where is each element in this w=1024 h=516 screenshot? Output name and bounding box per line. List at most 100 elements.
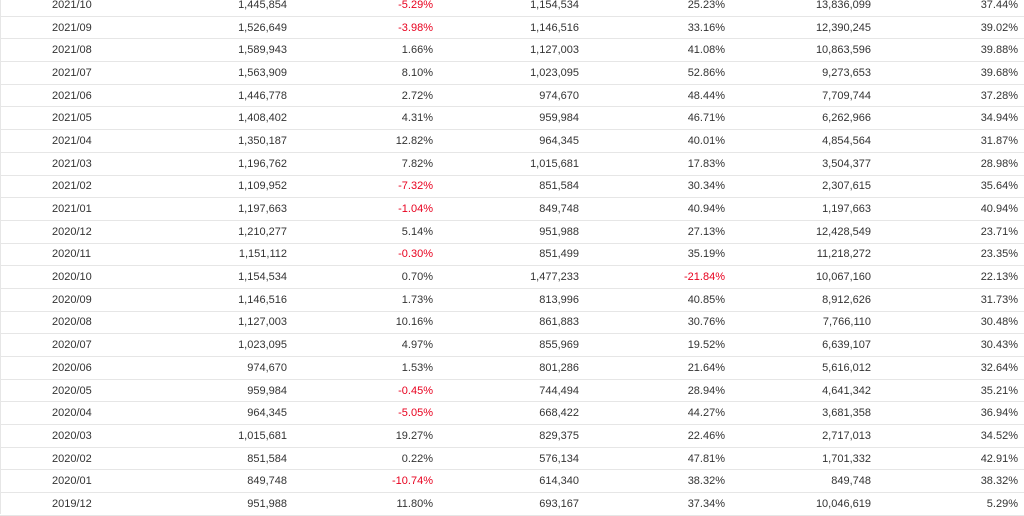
prev-year-revenue-cell: 959,984 [539, 112, 579, 125]
prev-year-revenue-cell: 964,345 [539, 134, 579, 147]
table-row: 2021/10 1,445,854 -5.29% 1,154,534 25.23% 13,… [0, 0, 1024, 17]
prev-year-revenue-cell: 1,127,003 [530, 44, 579, 57]
prev-year-revenue-cell: 849,748 [539, 203, 579, 216]
revenue-cell: 849,748 [247, 475, 287, 488]
prev-year-revenue-cell: 1,146,516 [530, 21, 579, 34]
mom-change-cell: 11.80% [396, 497, 434, 510]
yoy-change-cell: 27.13% [687, 225, 725, 238]
prev-year-revenue-cell: 1,154,534 [530, 0, 579, 11]
cumulative-yoy-cell: 39.88% [980, 44, 1018, 57]
revenue-cell: 1,210,277 [238, 225, 287, 238]
mom-change-cell: -3.98% [398, 21, 433, 34]
mom-change-cell: 1.66% [401, 44, 433, 57]
mom-change-cell: 5.14% [401, 225, 433, 238]
revenue-cell: 1,151,112 [238, 248, 287, 261]
mom-change-cell: 10.16% [395, 316, 433, 329]
cumulative-yoy-cell: 22.13% [980, 271, 1018, 284]
mom-change-cell: -7.32% [398, 180, 433, 193]
prev-year-revenue-cell: 1,015,681 [530, 157, 579, 170]
cumulative-yoy-cell: 34.52% [980, 429, 1018, 442]
table-left-border [0, 0, 1, 514]
month-cell: 2021/09 [52, 21, 92, 34]
revenue-cell: 1,350,187 [238, 134, 287, 147]
prev-year-revenue-cell: 855,969 [539, 339, 579, 352]
yoy-change-cell: 40.01% [687, 134, 725, 147]
mom-change-cell: -0.45% [398, 384, 433, 397]
revenue-cell: 974,670 [247, 361, 287, 374]
month-cell: 2020/07 [52, 339, 92, 352]
table-row: 2021/06 1,446,778 2.72% 974,670 48.44% 7,709,… [0, 85, 1024, 108]
cumulative-revenue-cell: 4,854,564 [822, 134, 871, 147]
month-cell: 2020/06 [52, 361, 92, 374]
yoy-change-cell: 28.94% [687, 384, 725, 397]
table-row: 2021/03 1,196,762 7.82% 1,015,681 17.83% 3,50… [0, 153, 1024, 176]
mom-change-cell: 7.82% [401, 157, 433, 170]
cumulative-revenue-cell: 12,428,549 [815, 225, 871, 238]
table-row: 2021/09 1,526,649 -3.98% 1,146,516 33.16% 12,… [0, 17, 1024, 40]
month-cell: 2021/04 [52, 134, 92, 147]
month-cell: 2020/08 [52, 316, 92, 329]
revenue-cell: 1,146,516 [238, 293, 287, 306]
revenue-cell: 1,589,943 [238, 44, 287, 57]
cumulative-yoy-cell: 28.98% [980, 157, 1018, 170]
yoy-change-cell: -21.84% [684, 271, 725, 284]
cumulative-yoy-cell: 35.21% [980, 384, 1018, 397]
prev-year-revenue-cell: 851,584 [539, 180, 579, 193]
table-row: 2020/12 1,210,277 5.14% 951,988 27.13% 12,428… [0, 221, 1024, 244]
table-row: 2021/01 1,197,663 -1.04% 849,748 40.94% 1,197… [0, 198, 1024, 221]
cumulative-revenue-cell: 7,709,744 [822, 89, 871, 102]
revenue-cell: 1,109,952 [238, 180, 287, 193]
cumulative-revenue-cell: 10,067,160 [815, 271, 871, 284]
cumulative-revenue-cell: 1,701,332 [822, 452, 871, 465]
cumulative-yoy-cell: 39.02% [980, 21, 1018, 34]
cumulative-revenue-cell: 10,863,596 [815, 44, 871, 57]
cumulative-revenue-cell: 11,218,272 [816, 248, 871, 261]
cumulative-yoy-cell: 32.64% [980, 361, 1018, 374]
cumulative-yoy-cell: 31.73% [980, 293, 1018, 306]
mom-change-cell: -1.04% [398, 203, 433, 216]
prev-year-revenue-cell: 1,023,095 [530, 66, 579, 79]
yoy-change-cell: 38.32% [687, 475, 725, 488]
yoy-change-cell: 33.16% [687, 21, 725, 34]
prev-year-revenue-cell: 813,996 [539, 293, 579, 306]
month-cell: 2020/01 [52, 475, 92, 488]
cumulative-yoy-cell: 37.28% [980, 89, 1018, 102]
cumulative-yoy-cell: 34.94% [980, 112, 1018, 125]
prev-year-revenue-cell: 1,477,233 [530, 271, 579, 284]
revenue-cell: 964,345 [247, 407, 287, 420]
month-cell: 2020/09 [52, 293, 92, 306]
table-row: 2020/06 974,670 1.53% 801,286 21.64% 5,616,01… [0, 357, 1024, 380]
cumulative-yoy-cell: 38.32% [980, 475, 1018, 488]
month-cell: 2020/11 [52, 248, 91, 261]
month-cell: 2021/06 [52, 89, 92, 102]
cumulative-revenue-cell: 8,912,626 [822, 293, 871, 306]
month-cell: 2021/03 [52, 157, 92, 170]
mom-change-cell: 0.22% [401, 452, 433, 465]
yoy-change-cell: 46.71% [687, 112, 725, 125]
revenue-cell: 1,196,762 [238, 157, 287, 170]
yoy-change-cell: 41.08% [687, 44, 725, 57]
yoy-change-cell: 35.19% [687, 248, 725, 261]
cumulative-revenue-cell: 4,641,342 [822, 384, 871, 397]
mom-change-cell: -5.29% [398, 0, 433, 11]
cumulative-yoy-cell: 5.29% [986, 497, 1018, 510]
mom-change-cell: 8.10% [401, 66, 433, 79]
yoy-change-cell: 40.85% [687, 293, 725, 306]
mom-change-cell: 12.82% [395, 134, 433, 147]
yoy-change-cell: 21.64% [687, 361, 725, 374]
month-cell: 2020/04 [52, 407, 92, 420]
prev-year-revenue-cell: 974,670 [539, 89, 579, 102]
prev-year-revenue-cell: 801,286 [539, 361, 579, 374]
revenue-cell: 1,197,663 [238, 203, 287, 216]
cumulative-revenue-cell: 5,616,012 [822, 361, 871, 374]
mom-change-cell: -0.30% [398, 248, 433, 261]
cumulative-revenue-cell: 2,307,615 [822, 180, 871, 193]
revenue-cell: 951,988 [247, 497, 287, 510]
month-cell: 2021/08 [52, 44, 92, 57]
table-row: 2020/03 1,015,681 19.27% 829,375 22.46% 2,717… [0, 425, 1024, 448]
table-row: 2020/08 1,127,003 10.16% 861,883 30.76% 7,766… [0, 312, 1024, 335]
table-row: 2020/01 849,748 -10.74% 614,340 38.32% 849,74… [0, 470, 1024, 494]
yoy-change-cell: 17.83% [687, 157, 725, 170]
revenue-cell: 959,984 [247, 384, 287, 397]
